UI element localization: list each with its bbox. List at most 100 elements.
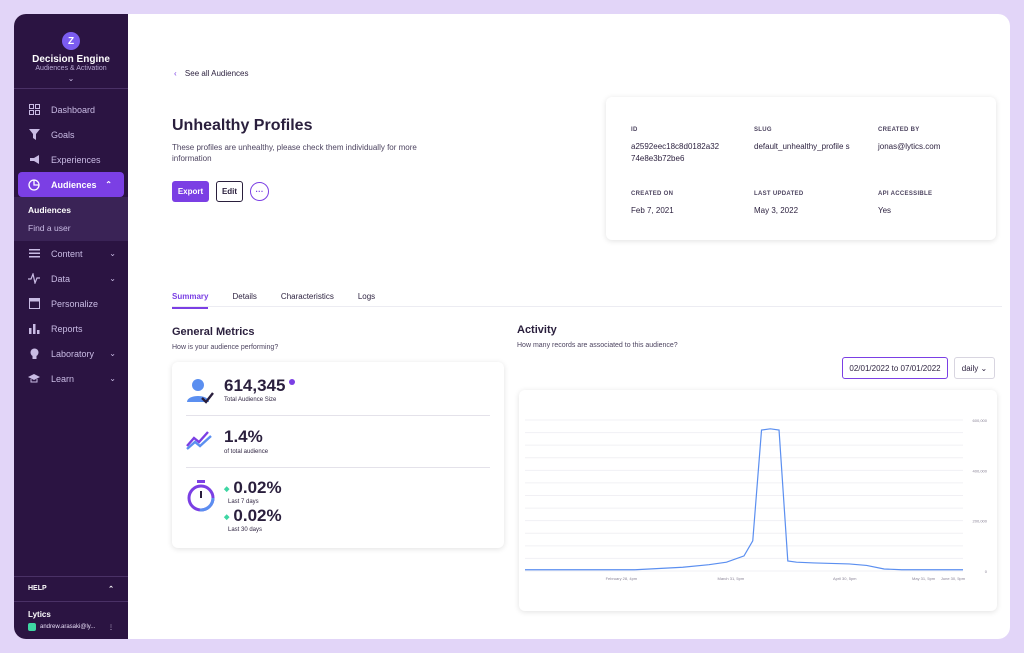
chevron-down-icon: ⌄: [109, 249, 116, 258]
sidebar-item-laboratory[interactable]: Laboratory ⌄: [14, 341, 128, 366]
metrics-subtitle: How is your audience performing?: [172, 344, 279, 351]
chevron-down-icon: ⌄: [109, 374, 116, 383]
tab-logs[interactable]: Logs: [357, 292, 376, 301]
last7-label: Last 7 days: [228, 499, 259, 505]
trend-up-indicator-icon: ◆: [224, 513, 230, 521]
metric-percent: 1.4% of total audience: [186, 416, 490, 468]
brand-subtitle: Audiences & Activation: [35, 65, 107, 72]
meta-created-on: CREATED ON Feb 7, 2021: [631, 191, 674, 217]
x-tick-label: February 28, 4pm: [606, 576, 638, 581]
meta-value: Yes: [878, 206, 892, 215]
sidebar-item-audiences[interactable]: Audiences ⌃: [18, 172, 124, 197]
help-label: HELP: [28, 585, 47, 592]
account-switcher[interactable]: Lytics andrew.arasaki@ly... ⋮: [14, 602, 128, 639]
meta-value: a2592eec18c8d0182a32 74e8e3b72be6: [631, 142, 720, 163]
sidebar-item-label: Reports: [51, 323, 83, 334]
sidebar-item-dashboard[interactable]: Dashboard: [14, 97, 128, 122]
percent-label: of total audience: [224, 449, 269, 455]
activity-chart-card: 0 200,000 400,000 600,000 February 28, 4pm Ma…: [519, 390, 997, 611]
sidebar-item-content[interactable]: Content ⌄: [14, 241, 128, 266]
sidebar: Z Decision Engine Audiences & Activation…: [14, 14, 128, 639]
back-label: See all Audiences: [184, 69, 249, 78]
y-tick-label: 400,000: [973, 468, 988, 473]
brand-logo: Z: [62, 32, 80, 50]
metric-growth: ◆ 0.02% Last 7 days ◆ 0.02% Last 30 days: [186, 468, 490, 544]
brand-title: Decision Engine: [32, 54, 110, 65]
tab-bar: Summary Details Characteristics Logs: [172, 292, 399, 309]
sidebar-item-personalize[interactable]: Personalize: [14, 291, 128, 316]
chevron-up-icon: ⌃: [108, 586, 114, 593]
page-description: These profiles are unhealthy, please che…: [172, 143, 417, 163]
meta-last-updated: LAST UPDATED May 3, 2022: [754, 191, 804, 217]
edit-button[interactable]: Edit: [216, 181, 243, 202]
audience-size-label: Total Audience Size: [224, 397, 277, 403]
trend-up-icon: [186, 431, 212, 450]
tab-summary[interactable]: Summary: [172, 292, 209, 309]
y-tick-label: 200,000: [973, 519, 988, 524]
divider: [172, 306, 1002, 307]
export-button[interactable]: Export: [172, 181, 209, 202]
tab-characteristics[interactable]: Characteristics: [280, 292, 334, 301]
sidebar-item-label: Audiences: [51, 179, 97, 190]
sidebar-item-label: Learn: [51, 373, 75, 384]
meta-slug: SLUG default_unhealthy_profile s: [754, 127, 854, 153]
meta-value: Feb 7, 2021: [631, 206, 674, 215]
meta-value: default_unhealthy_profile s: [754, 142, 850, 151]
bars-icon: [28, 323, 40, 335]
y-tick-label: 0: [985, 569, 988, 574]
subnav-item-find-user[interactable]: Find a user: [28, 223, 71, 233]
sidebar-item-label: Content: [51, 248, 83, 259]
pulse-icon: [28, 273, 40, 285]
last30-label: Last 30 days: [228, 527, 263, 533]
chevron-left-icon: ‹: [174, 69, 177, 78]
subnav-item-audiences[interactable]: Audiences: [28, 205, 71, 215]
last7-value: 0.02%: [233, 478, 282, 497]
interval-label: daily: [961, 363, 979, 373]
sidebar-item-learn[interactable]: Learn ⌄: [14, 366, 128, 391]
sidebar-item-label: Dashboard: [51, 104, 96, 115]
meta-label: API ACCESSIBLE: [878, 191, 933, 197]
y-tick-label: 600,000: [973, 418, 988, 423]
brand[interactable]: Z Decision Engine Audiences & Activation…: [14, 14, 128, 86]
sidebar-item-label: Experiences: [51, 154, 101, 165]
activity-chart: 0 200,000 400,000 600,000 February 28, 4pm Ma…: [525, 418, 988, 581]
dashboard-icon: [28, 104, 40, 116]
meta-label: CREATED BY: [878, 127, 920, 133]
sidebar-item-experiences[interactable]: Experiences: [14, 147, 128, 172]
graduation-icon: [28, 373, 40, 385]
sidebar-item-data[interactable]: Data ⌄: [14, 266, 128, 291]
sidebar-item-reports[interactable]: Reports: [14, 316, 128, 341]
x-tick-label: April 30, 5pm: [833, 576, 857, 581]
meta-label: CREATED ON: [631, 191, 674, 197]
metrics-title: General Metrics: [172, 326, 255, 338]
meta-value: May 3, 2022: [754, 206, 799, 215]
chevron-down-icon[interactable]: ⌄: [67, 74, 75, 83]
chevron-down-icon: ⌄: [109, 274, 116, 283]
meta-id: ID a2592eec18c8d0182a32 74e8e3b72be6: [631, 127, 736, 165]
tab-details[interactable]: Details: [232, 292, 257, 301]
sidebar-item-goals[interactable]: Goals: [14, 122, 128, 147]
account-name: Lytics: [28, 610, 51, 619]
sidebar-item-label: Data: [51, 273, 71, 284]
chevron-down-icon: ⌄: [109, 349, 116, 358]
megaphone-icon: [28, 154, 40, 166]
audience-size-value: 614,345: [224, 376, 286, 395]
interval-select[interactable]: daily ⌄: [954, 357, 995, 379]
activity-subtitle: How many records are associated to this …: [517, 342, 678, 349]
x-tick-label: June 30, 5pm: [941, 576, 966, 581]
pie-icon: [28, 178, 40, 191]
chevron-down-icon: ⌄: [980, 363, 988, 373]
help-toggle[interactable]: HELP ⌃: [14, 576, 128, 602]
x-tick-label: May 31, 5pm: [912, 576, 936, 581]
user-check-icon: [187, 379, 214, 404]
goals-icon: [28, 129, 40, 141]
kebab-menu-icon[interactable]: ⋮: [108, 624, 114, 631]
meta-label: SLUG: [754, 127, 772, 133]
bulb-icon: [28, 348, 40, 360]
meta-value: jonas@lytics.com: [878, 142, 941, 151]
info-icon[interactable]: [289, 379, 296, 385]
date-range-picker[interactable]: 02/01/2022 to 07/01/2022: [842, 357, 948, 379]
back-link[interactable]: ‹ See all Audiences: [174, 69, 249, 78]
more-options-button[interactable]: ···: [250, 182, 269, 201]
x-tick-label: March 31, 5pm: [718, 576, 745, 581]
